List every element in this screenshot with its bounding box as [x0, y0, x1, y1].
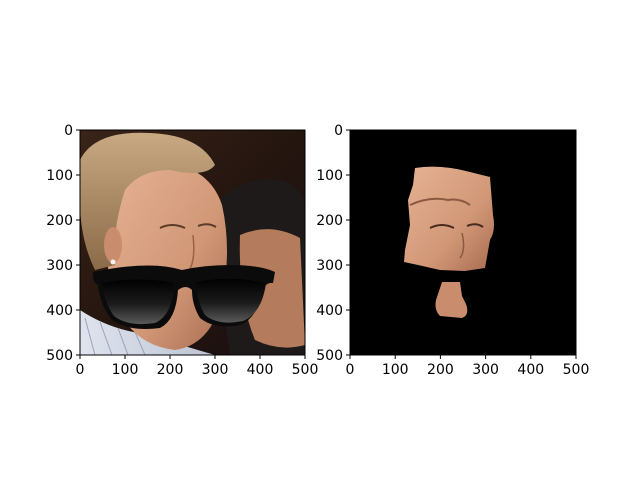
right-ytick-label: 500	[316, 348, 343, 364]
sunglasses-overlay	[92, 265, 275, 329]
left-ytick-label: 500	[46, 348, 73, 364]
left-xtick-label: 200	[157, 362, 184, 378]
left-ytick-label: 100	[46, 168, 73, 184]
right-xtick-label: 300	[472, 362, 499, 378]
left-ytick-label: 400	[46, 303, 73, 319]
left-xtick-label: 500	[292, 362, 319, 378]
right-image	[350, 130, 576, 355]
left-xtick-label: 300	[202, 362, 229, 378]
right-xtick-label: 0	[346, 362, 355, 378]
right-xtick-label: 100	[382, 362, 409, 378]
right-ytick-label: 400	[316, 303, 343, 319]
left-xtick-label: 0	[76, 362, 85, 378]
right-xtick-label: 200	[427, 362, 454, 378]
right-ytick-label: 100	[316, 168, 343, 184]
right-ytick-label: 300	[316, 258, 343, 274]
left-xtick-label: 400	[247, 362, 274, 378]
right-xtick-label: 500	[563, 362, 590, 378]
right-axes: 0 100 200 300 400 500 0 100 200 300 400 500	[316, 123, 589, 378]
left-ytick-label: 300	[46, 258, 73, 274]
left-image	[80, 130, 305, 355]
right-xtick-label: 400	[517, 362, 544, 378]
left-axes: 0 100 200 300 400 500 0 100 200 300 400 500	[46, 123, 318, 378]
right-ytick-label: 200	[316, 213, 343, 229]
left-xtick-label: 100	[112, 362, 139, 378]
right-ytick-label: 0	[334, 123, 343, 139]
left-ytick-label: 200	[46, 213, 73, 229]
left-ytick-label: 0	[64, 123, 73, 139]
